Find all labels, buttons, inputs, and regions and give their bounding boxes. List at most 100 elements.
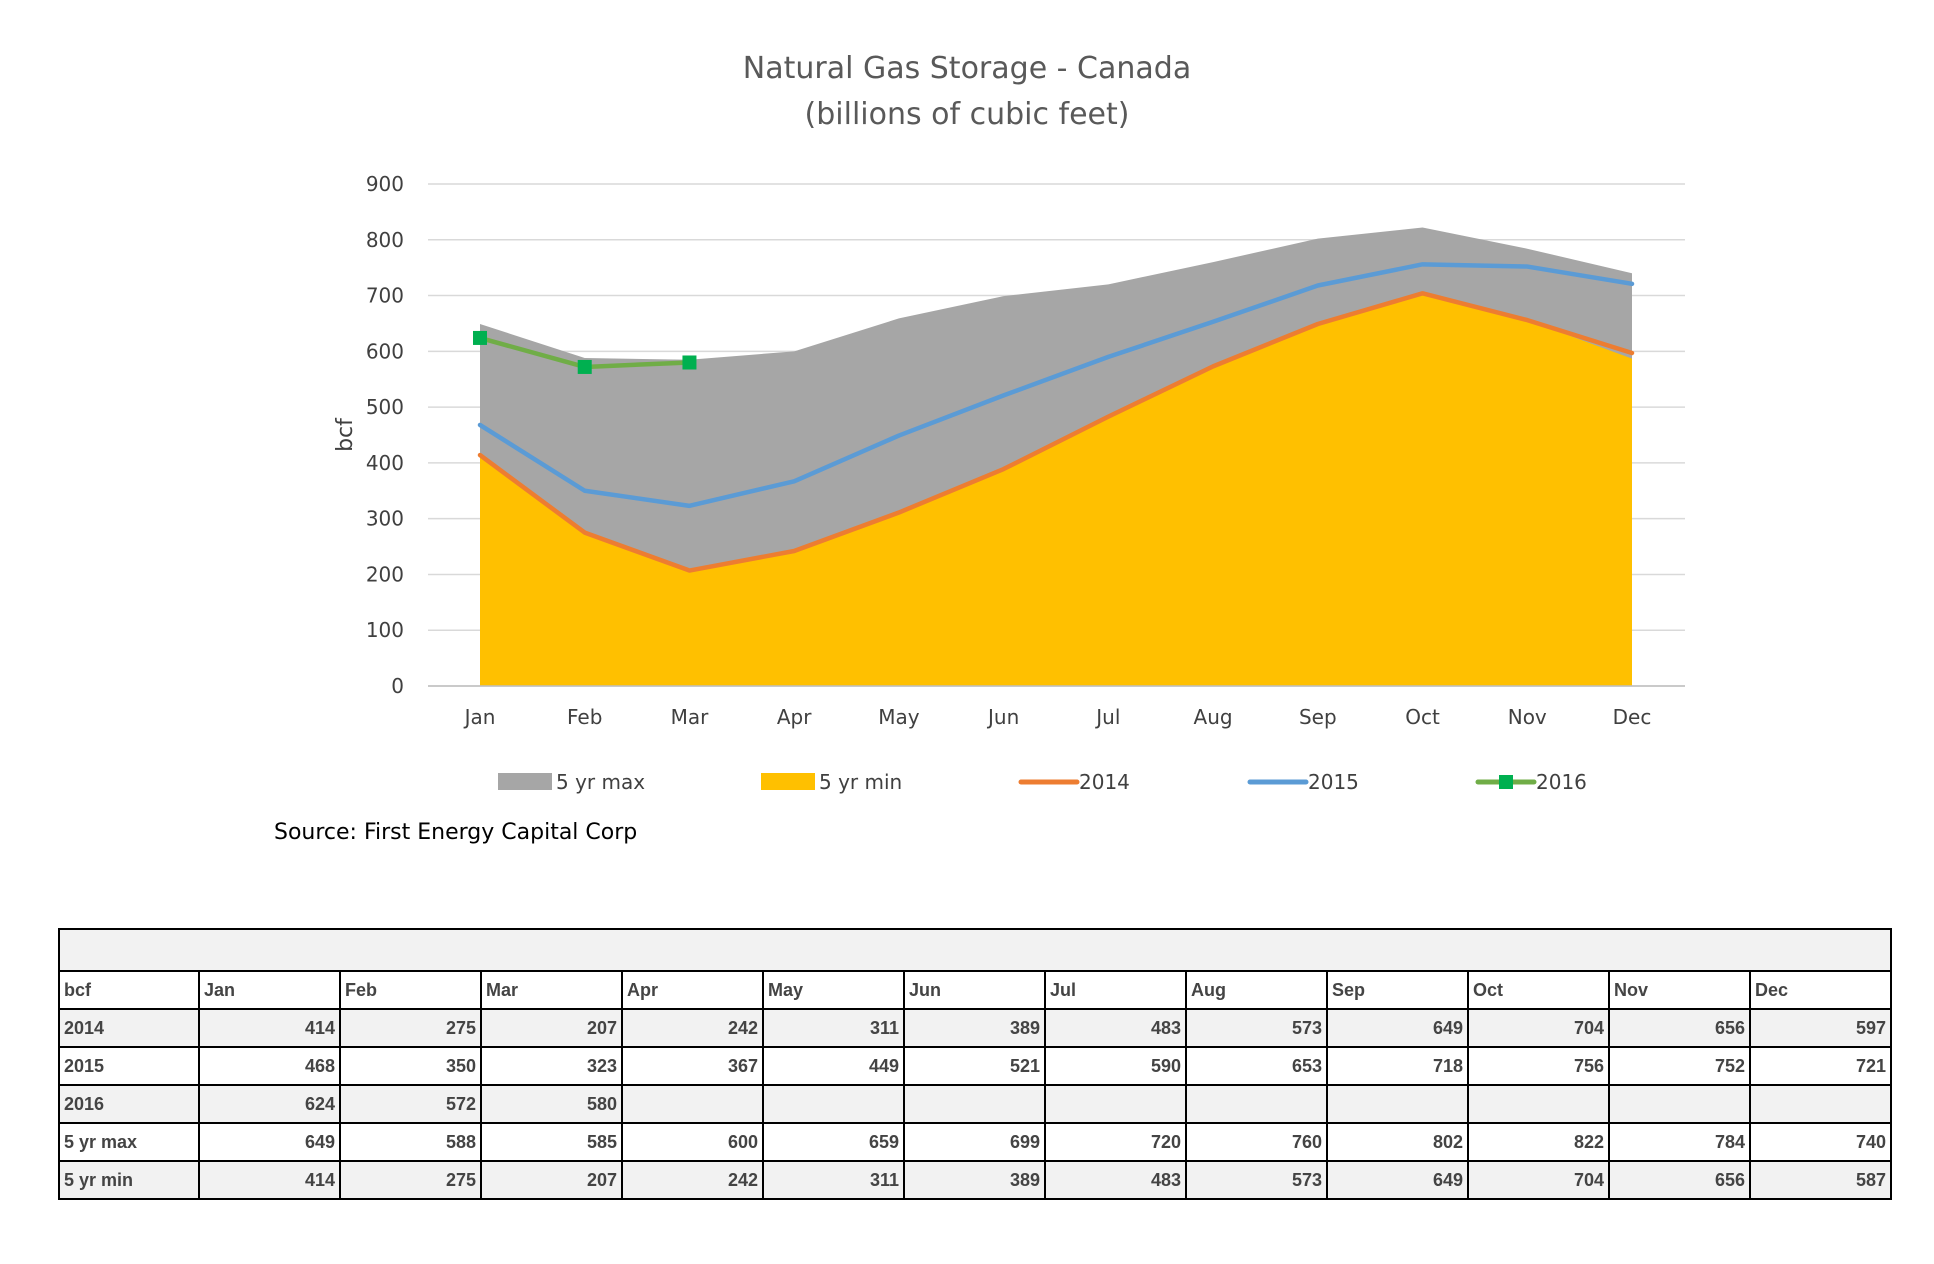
y-tick-label: 200 (366, 562, 404, 586)
table-cell: 585 (480, 1122, 623, 1162)
table-column-header: Jun (903, 970, 1046, 1010)
legend-item: 5 yr max (498, 770, 645, 794)
y-tick-label: 900 (366, 172, 404, 196)
table-cell: 656 (1608, 1008, 1751, 1048)
table-column-header: Aug (1185, 970, 1328, 1010)
legend-marker (1499, 775, 1513, 789)
table-cell: 597 (1749, 1008, 1892, 1048)
table-cell (1044, 1084, 1187, 1124)
table-cell: 590 (1044, 1046, 1187, 1086)
table-cell: 704 (1467, 1008, 1610, 1048)
table-cell: 483 (1044, 1008, 1187, 1048)
table-cell: 449 (762, 1046, 905, 1086)
table-cell: 414 (198, 1008, 341, 1048)
table-cell: 389 (903, 1160, 1046, 1200)
x-tick-label: Sep (1299, 705, 1337, 729)
y-tick-label: 500 (366, 395, 404, 419)
legend-item: 2015 (1247, 770, 1359, 794)
table-caption-row (58, 928, 1892, 972)
table-cell: 207 (480, 1160, 623, 1200)
legend-item: 2016 (1475, 770, 1587, 794)
chart-title-line: (billions of cubic feet) (805, 97, 1130, 132)
table-cell (1185, 1084, 1328, 1124)
y-tick-label: 600 (366, 339, 404, 363)
legend-label: 2015 (1308, 770, 1359, 794)
table-cell (621, 1084, 764, 1124)
table-column-header: Mar (480, 970, 623, 1010)
legend-item: 5 yr min (761, 770, 902, 794)
table-cell: 784 (1608, 1122, 1751, 1162)
table-cell: 649 (198, 1122, 341, 1162)
table-cell: 311 (762, 1008, 905, 1048)
table-cell: 760 (1185, 1122, 1328, 1162)
table-cell: 802 (1326, 1122, 1469, 1162)
table-cell: 624 (198, 1084, 341, 1124)
table-cell (1326, 1084, 1469, 1124)
legend-label: 2014 (1079, 770, 1130, 794)
area-5-yr-min (480, 293, 1632, 686)
table-cell: 649 (1326, 1008, 1469, 1048)
table-cell (1749, 1084, 1892, 1124)
table-cell: 323 (480, 1046, 623, 1086)
x-tick-label: Nov (1508, 705, 1547, 729)
x-tick-label: Feb (567, 705, 602, 729)
series-line-2015 (477, 262, 1635, 509)
table-column-header: Jul (1044, 970, 1187, 1010)
table-cell: 573 (1185, 1008, 1328, 1048)
legend-label: 2016 (1536, 770, 1587, 794)
table-cell: 242 (621, 1160, 764, 1200)
table-cell: 718 (1326, 1046, 1469, 1086)
table-cell: 572 (339, 1084, 482, 1124)
x-tick-label: Jan (463, 705, 496, 729)
legend-label: 5 yr max (556, 770, 645, 794)
table-cell: 721 (1749, 1046, 1892, 1086)
table-cell: 242 (621, 1008, 764, 1048)
legend-swatch (498, 773, 552, 790)
table-cell: 659 (762, 1122, 905, 1162)
table-cell: 207 (480, 1008, 623, 1048)
table-row-header: 2015 (58, 1046, 200, 1086)
table-cell: 350 (339, 1046, 482, 1086)
table-row: 5 yr min 414 275 207 242 311 389 483 573 649 704 65… (58, 1160, 1892, 1200)
chart: Natural Gas Storage - Canada (billions of… (333, 51, 1685, 794)
table-cell: 389 (903, 1008, 1046, 1048)
table-row: 2016 624 572 580 (58, 1084, 1892, 1124)
y-tick-label: 700 (366, 284, 404, 308)
table-row-header: 5 yr min (58, 1160, 200, 1200)
legend-swatch (761, 773, 815, 790)
table-row: 2014 414 275 207 242 311 389 483 573 649 704 656 597 (58, 1008, 1892, 1048)
table-cell: 275 (339, 1160, 482, 1200)
table-cell: 275 (339, 1008, 482, 1048)
table-caption-cell (58, 928, 1892, 972)
table-cell: 587 (1749, 1160, 1892, 1200)
table-cell (762, 1084, 905, 1124)
x-tick-label: Jul (1094, 705, 1120, 729)
table-cell (903, 1084, 1046, 1124)
table-header-row: bcf Jan Feb Mar Apr May Jun Jul Aug Sep Oct Nov Dec (58, 970, 1892, 1010)
table-cell: 720 (1044, 1122, 1187, 1162)
table-cell: 311 (762, 1160, 905, 1200)
y-tick-label: 0 (391, 674, 404, 698)
table-column-header: Nov (1608, 970, 1751, 1010)
table-cell: 653 (1185, 1046, 1328, 1086)
table-cell: 704 (1467, 1160, 1610, 1200)
table-column-header: May (762, 970, 905, 1010)
y-tick-label: 300 (366, 507, 404, 531)
x-tick-label: Dec (1613, 705, 1652, 729)
table-cell: 752 (1608, 1046, 1751, 1086)
table-cell: 367 (621, 1046, 764, 1086)
table-column-header: Jan (198, 970, 341, 1010)
data-point-2016 (473, 330, 487, 345)
x-tick-label: Jun (986, 705, 1019, 729)
table-cell: 600 (621, 1122, 764, 1162)
table-cell: 740 (1749, 1122, 1892, 1162)
x-tick-label: Apr (777, 705, 812, 729)
table-column-header: Sep (1326, 970, 1469, 1010)
table-row-header: 2014 (58, 1008, 200, 1048)
series-line-2014 (477, 291, 1635, 573)
table-corner-cell: bcf (58, 970, 200, 1010)
table-cell (1608, 1084, 1751, 1124)
legend-label: 5 yr min (819, 770, 902, 794)
table-cell: 588 (339, 1122, 482, 1162)
source-note: Source: First Energy Capital Corp (274, 820, 638, 845)
